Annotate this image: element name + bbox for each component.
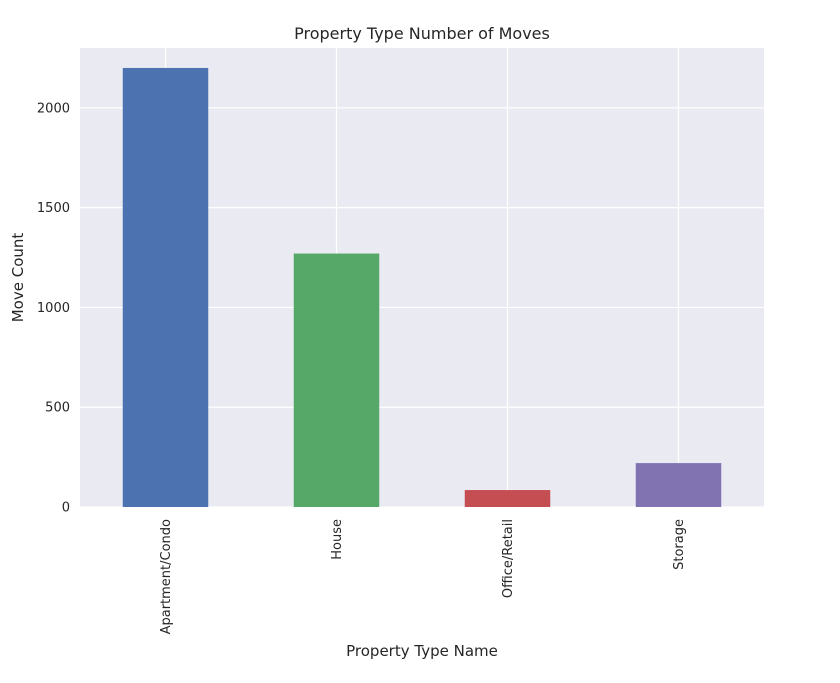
x-tick-label: Storage	[672, 519, 687, 570]
y-tick-label: 2000	[37, 101, 70, 116]
y-tick-label: 0	[62, 501, 70, 516]
bar-apartment-condo	[122, 67, 209, 508]
x-tick-label: House	[330, 519, 345, 560]
x-tick-labels: Apartment/Condo House Office/Retail Storage	[159, 519, 687, 634]
chart-title: Property Type Number of Moves	[294, 24, 550, 43]
bar-storage	[635, 463, 722, 507]
bar-house	[293, 253, 380, 507]
bar-office-retail	[464, 490, 551, 507]
x-axis-label: Property Type Name	[346, 642, 498, 660]
y-tick-labels: 0 500 1000 1500 2000	[37, 101, 70, 515]
x-tick-label: Office/Retail	[501, 519, 516, 598]
bars	[122, 67, 722, 508]
x-tick-label: Apartment/Condo	[159, 519, 174, 634]
y-tick-label: 500	[45, 401, 70, 416]
y-axis-label: Move Count	[9, 233, 27, 323]
y-tick-label: 1000	[37, 301, 70, 316]
y-tick-label: 1500	[37, 201, 70, 216]
